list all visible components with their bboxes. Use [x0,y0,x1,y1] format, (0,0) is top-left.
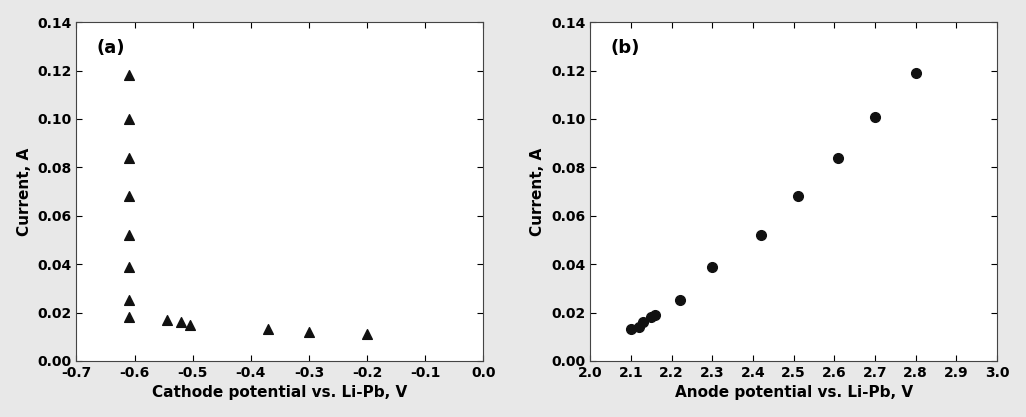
Point [704,263,720,270]
Point [182,321,198,328]
Y-axis label: Current, A: Current, A [530,148,546,236]
Text: (b): (b) [610,39,640,57]
Y-axis label: Current, A: Current, A [16,148,32,236]
Point [643,314,660,321]
Point [671,297,687,304]
Point [121,314,137,321]
Point [121,232,137,239]
Point [121,193,137,200]
Point [121,297,137,304]
Point [121,116,137,122]
X-axis label: Anode potential vs. Li-Pb, V: Anode potential vs. Li-Pb, V [674,385,913,400]
Point [867,113,883,120]
Point [789,193,805,200]
Point [753,232,770,239]
Point [647,311,664,318]
Point [830,154,846,161]
X-axis label: Cathode potential vs. Li-Pb, V: Cathode potential vs. Li-Pb, V [152,385,407,400]
Point [260,326,276,333]
Point [631,324,647,330]
Point [623,326,639,333]
Point [173,319,190,326]
Point [121,263,137,270]
Point [301,329,317,335]
Point [158,317,174,323]
Point [121,154,137,161]
Point [359,331,376,338]
Point [635,319,652,326]
Point [121,72,137,79]
Point [907,70,923,76]
Text: (a): (a) [96,39,125,57]
